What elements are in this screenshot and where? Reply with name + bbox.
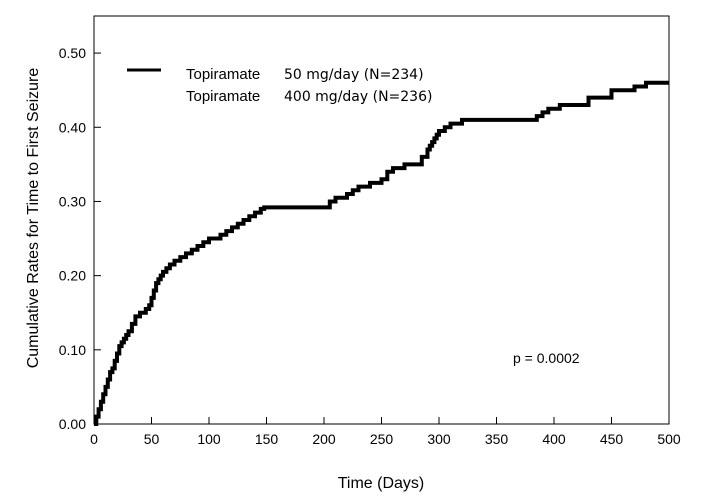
legend-entry-1-name: Topiramate (186, 66, 260, 83)
x-axis: 0 50 100 150 200 250 300 350 400 450 500 (90, 417, 681, 447)
x-tick-label: 100 (197, 431, 221, 447)
x-axis-label: Time (Days) (338, 475, 425, 492)
x-tick-label: 200 (312, 431, 336, 447)
y-tick-label: 0.20 (59, 268, 86, 284)
legend: Topiramate 50 mg/day (N=234) Topiramate … (127, 66, 432, 105)
x-tick-label: 150 (255, 431, 279, 447)
x-tick-label: 50 (144, 431, 160, 447)
y-axis: 0.00 0.10 0.20 0.30 0.40 0.50 (59, 45, 101, 432)
x-tick-label: 350 (485, 431, 509, 447)
series-line-topiramate-50mg (94, 80, 669, 426)
p-value-annotation: p = 0.0002 (513, 350, 580, 366)
x-tick-label: 450 (600, 431, 624, 447)
x-tick-label: 300 (427, 431, 451, 447)
y-tick-label: 0.10 (59, 342, 86, 358)
legend-entry-2-name: Topiramate (186, 88, 260, 105)
y-tick-label: 0.00 (59, 416, 86, 432)
y-axis-label: Cumulative Rates for Time to First Seizu… (25, 68, 42, 369)
legend-entry-1-detail: 50 mg/day (N=234) (284, 67, 424, 83)
legend-entry-2-detail: 400 mg/day (N=236) (284, 89, 432, 105)
x-tick-label: 0 (90, 431, 98, 447)
y-tick-label: 0.40 (59, 119, 86, 135)
x-tick-label: 400 (542, 431, 566, 447)
y-tick-label: 0.30 (59, 193, 86, 209)
x-tick-label: 500 (657, 431, 681, 447)
x-tick-label: 250 (370, 431, 394, 447)
y-tick-label: 0.50 (59, 45, 86, 61)
